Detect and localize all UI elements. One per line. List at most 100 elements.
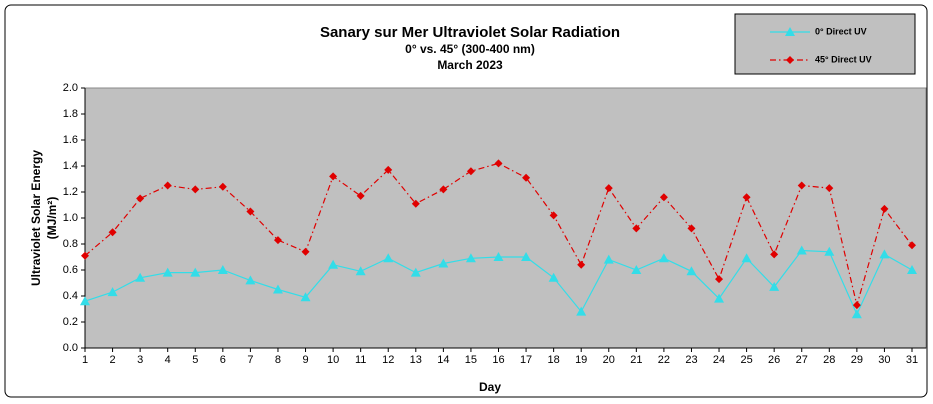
- x-tick-label: 6: [220, 354, 226, 366]
- data-point: [465, 253, 476, 263]
- x-tick-label: 13: [410, 354, 422, 366]
- data-point: [163, 181, 172, 190]
- x-tick-label: 1: [82, 354, 88, 366]
- data-point: [796, 245, 807, 255]
- data-point: [687, 224, 696, 233]
- data-point: [356, 191, 365, 200]
- data-point: [245, 275, 256, 285]
- data-point: [741, 253, 752, 263]
- data-point: [439, 185, 448, 194]
- y-tick-label: 1.2: [63, 186, 78, 198]
- x-tick-label: 17: [520, 354, 532, 366]
- x-tick-label: 14: [437, 354, 449, 366]
- data-point: [603, 254, 614, 264]
- x-tick-label: 8: [275, 354, 281, 366]
- data-point: [824, 246, 835, 256]
- y-tick-label: 0.2: [63, 316, 78, 328]
- x-tick-label: 10: [327, 354, 339, 366]
- data-point: [577, 260, 586, 269]
- x-tick-label: 26: [768, 354, 780, 366]
- y-tick-label: 1.4: [63, 160, 78, 172]
- x-tick-label: 16: [492, 354, 504, 366]
- data-point: [659, 193, 668, 202]
- legend-marker: [785, 27, 795, 36]
- x-tick-label: 23: [685, 354, 697, 366]
- x-tick-label: 12: [382, 354, 394, 366]
- data-point: [108, 228, 117, 237]
- data-point: [273, 236, 282, 245]
- x-tick-label: 22: [658, 354, 670, 366]
- data-point: [576, 306, 587, 316]
- data-point: [549, 211, 558, 220]
- data-point: [107, 287, 118, 297]
- x-axis-label: Day: [479, 380, 501, 394]
- data-point: [907, 265, 917, 274]
- data-point: [631, 265, 642, 274]
- chart-title: Sanary sur Mer Ultraviolet Solar Radiati…: [320, 24, 620, 41]
- data-point: [410, 267, 421, 277]
- y-tick-label: 0.6: [63, 264, 78, 276]
- data-point: [329, 172, 338, 181]
- x-tick-label: 31: [906, 354, 918, 366]
- data-point: [411, 199, 420, 208]
- x-tick-label: 5: [192, 354, 198, 366]
- data-point: [272, 284, 283, 294]
- data-point: [742, 193, 751, 202]
- data-point: [851, 309, 862, 319]
- data-point: [246, 207, 255, 216]
- data-point: [521, 252, 532, 261]
- x-tick-label: 2: [110, 354, 116, 366]
- data-point: [715, 275, 724, 284]
- x-tick-label: 24: [713, 354, 725, 366]
- data-point: [879, 249, 890, 259]
- data-point: [383, 253, 394, 263]
- y-axis-label: Ultraviolet Solar Energy: [29, 150, 43, 286]
- data-point: [632, 224, 641, 233]
- data-point: [438, 258, 449, 268]
- y-tick-label: 1.6: [63, 134, 78, 146]
- y-tick-label: 0.4: [63, 290, 78, 302]
- data-point: [714, 293, 725, 303]
- legend-label: 45° Direct UV: [815, 54, 872, 64]
- data-point: [80, 296, 90, 306]
- data-point: [797, 181, 806, 190]
- data-point: [135, 272, 146, 282]
- x-tick-label: 9: [302, 354, 308, 366]
- x-tick-label: 3: [137, 354, 143, 366]
- data-point: [136, 194, 145, 203]
- data-point: [494, 159, 503, 168]
- data-point: [852, 301, 861, 310]
- data-point: [686, 266, 697, 276]
- x-tick-label: 4: [165, 354, 171, 366]
- x-tick-label: 7: [247, 354, 253, 366]
- y-axis-label: (MJ/m²): [45, 197, 59, 240]
- data-point: [548, 272, 559, 282]
- data-point: [355, 266, 366, 276]
- data-point: [908, 241, 916, 250]
- x-tick-label: 29: [851, 354, 863, 366]
- data-point: [218, 182, 227, 191]
- data-point: [384, 165, 393, 174]
- x-tick-label: 18: [548, 354, 560, 366]
- data-point: [825, 184, 834, 193]
- data-point: [328, 259, 339, 269]
- x-tick-label: 20: [603, 354, 615, 366]
- data-point: [493, 252, 504, 261]
- chart-subtitle: 0° vs. 45° (300-400 nm): [405, 42, 535, 56]
- x-tick-label: 11: [355, 354, 366, 366]
- y-tick-label: 1.0: [63, 212, 78, 224]
- legend-label: 0° Direct UV: [815, 26, 867, 36]
- data-point: [191, 185, 200, 194]
- x-tick-label: 30: [878, 354, 890, 366]
- legend-box: [734, 13, 916, 75]
- data-point: [604, 184, 613, 193]
- x-tick-label: 19: [575, 354, 587, 366]
- data-point: [217, 265, 228, 274]
- data-point: [300, 292, 311, 302]
- data-point: [770, 250, 779, 259]
- x-tick-label: 28: [823, 354, 835, 366]
- y-tick-label: 2.0: [63, 82, 78, 94]
- data-point: [301, 247, 310, 256]
- plot-area: [84, 87, 927, 349]
